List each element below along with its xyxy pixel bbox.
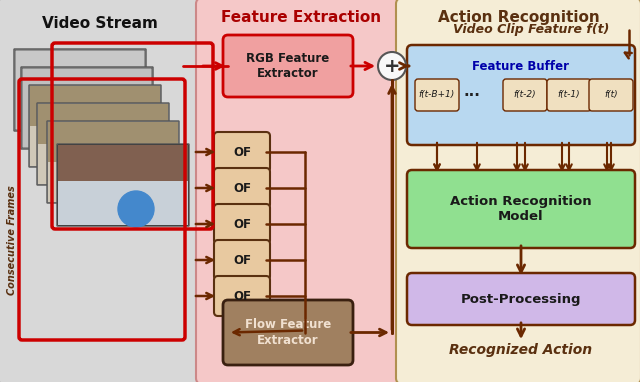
Text: Action Recognition
Model: Action Recognition Model (450, 195, 592, 223)
FancyBboxPatch shape (214, 168, 270, 208)
FancyBboxPatch shape (0, 0, 206, 382)
FancyBboxPatch shape (21, 67, 153, 149)
Text: Feature Buffer: Feature Buffer (472, 60, 570, 73)
Text: Video Stream: Video Stream (42, 16, 158, 31)
Text: OF: OF (233, 254, 251, 267)
Circle shape (378, 52, 406, 80)
Text: Flow Feature
Extractor: Flow Feature Extractor (245, 319, 331, 346)
Text: OF: OF (233, 146, 251, 159)
FancyBboxPatch shape (30, 126, 160, 166)
FancyBboxPatch shape (38, 104, 168, 144)
FancyBboxPatch shape (58, 185, 188, 225)
FancyBboxPatch shape (407, 45, 635, 145)
FancyBboxPatch shape (48, 122, 178, 202)
FancyBboxPatch shape (14, 49, 146, 131)
Text: f(t-2): f(t-2) (514, 91, 536, 99)
FancyBboxPatch shape (58, 145, 188, 185)
FancyBboxPatch shape (223, 35, 353, 97)
FancyBboxPatch shape (58, 181, 188, 225)
FancyBboxPatch shape (396, 0, 640, 382)
FancyBboxPatch shape (214, 204, 270, 244)
Text: OF: OF (233, 217, 251, 230)
Text: f(t): f(t) (604, 91, 618, 99)
FancyBboxPatch shape (48, 162, 178, 202)
FancyBboxPatch shape (38, 144, 168, 184)
FancyBboxPatch shape (196, 0, 406, 382)
Text: RGB Feature
Extractor: RGB Feature Extractor (246, 52, 330, 80)
FancyBboxPatch shape (15, 50, 145, 130)
FancyBboxPatch shape (30, 86, 160, 166)
FancyBboxPatch shape (47, 121, 179, 203)
Text: f(t-1): f(t-1) (557, 91, 580, 99)
FancyBboxPatch shape (223, 300, 353, 365)
Text: Recognized Action: Recognized Action (449, 343, 593, 357)
FancyBboxPatch shape (22, 68, 152, 148)
FancyBboxPatch shape (407, 273, 635, 325)
Text: +: + (384, 57, 400, 76)
FancyBboxPatch shape (547, 79, 591, 111)
Text: Feature Extraction: Feature Extraction (221, 10, 381, 25)
FancyBboxPatch shape (58, 145, 188, 181)
FancyBboxPatch shape (214, 276, 270, 316)
FancyBboxPatch shape (48, 122, 178, 162)
Text: OF: OF (233, 290, 251, 303)
Text: Action Recognition: Action Recognition (438, 10, 600, 25)
FancyBboxPatch shape (29, 85, 161, 167)
FancyBboxPatch shape (58, 145, 188, 225)
FancyBboxPatch shape (214, 240, 270, 280)
Circle shape (118, 191, 154, 227)
FancyBboxPatch shape (214, 132, 270, 172)
Text: Post-Processing: Post-Processing (461, 293, 581, 306)
FancyBboxPatch shape (57, 144, 189, 226)
FancyBboxPatch shape (37, 103, 169, 185)
Text: OF: OF (233, 181, 251, 194)
Text: Consecutive Frames: Consecutive Frames (7, 185, 17, 295)
FancyBboxPatch shape (415, 79, 459, 111)
Text: f(t-B+1): f(t-B+1) (419, 91, 455, 99)
FancyBboxPatch shape (407, 170, 635, 248)
FancyBboxPatch shape (38, 104, 168, 184)
FancyBboxPatch shape (503, 79, 547, 111)
FancyBboxPatch shape (30, 86, 160, 126)
Text: Video Clip Feature f(t): Video Clip Feature f(t) (453, 24, 609, 37)
FancyBboxPatch shape (58, 145, 188, 225)
Text: ···: ··· (463, 87, 481, 102)
FancyBboxPatch shape (589, 79, 633, 111)
